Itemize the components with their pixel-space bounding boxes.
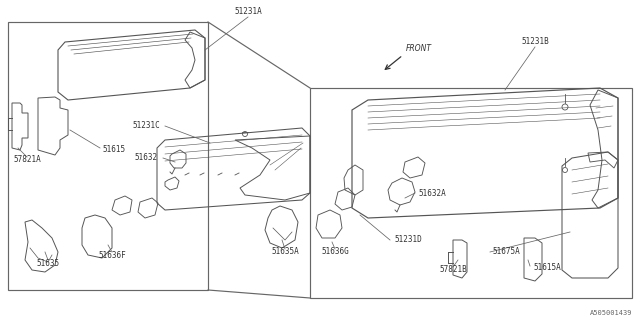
Text: 51636G: 51636G xyxy=(321,247,349,257)
Text: 51632A: 51632A xyxy=(418,188,445,197)
Text: 51231B: 51231B xyxy=(521,37,549,46)
Text: 51231D: 51231D xyxy=(394,236,422,244)
Text: 51635A: 51635A xyxy=(271,247,299,257)
Text: 51615A: 51615A xyxy=(533,263,561,273)
Text: A505001439: A505001439 xyxy=(589,310,632,316)
Text: 51231A: 51231A xyxy=(234,7,262,17)
Text: 57821B: 57821B xyxy=(439,266,467,275)
Text: 51632: 51632 xyxy=(135,154,158,163)
Text: 57821A: 57821A xyxy=(13,156,41,164)
Text: FRONT: FRONT xyxy=(406,44,432,53)
Text: 51636F: 51636F xyxy=(98,251,126,260)
Text: 51231C: 51231C xyxy=(132,122,160,131)
Text: 51635: 51635 xyxy=(36,259,60,268)
Text: 51615: 51615 xyxy=(102,146,125,155)
Text: 51675A: 51675A xyxy=(492,247,520,257)
